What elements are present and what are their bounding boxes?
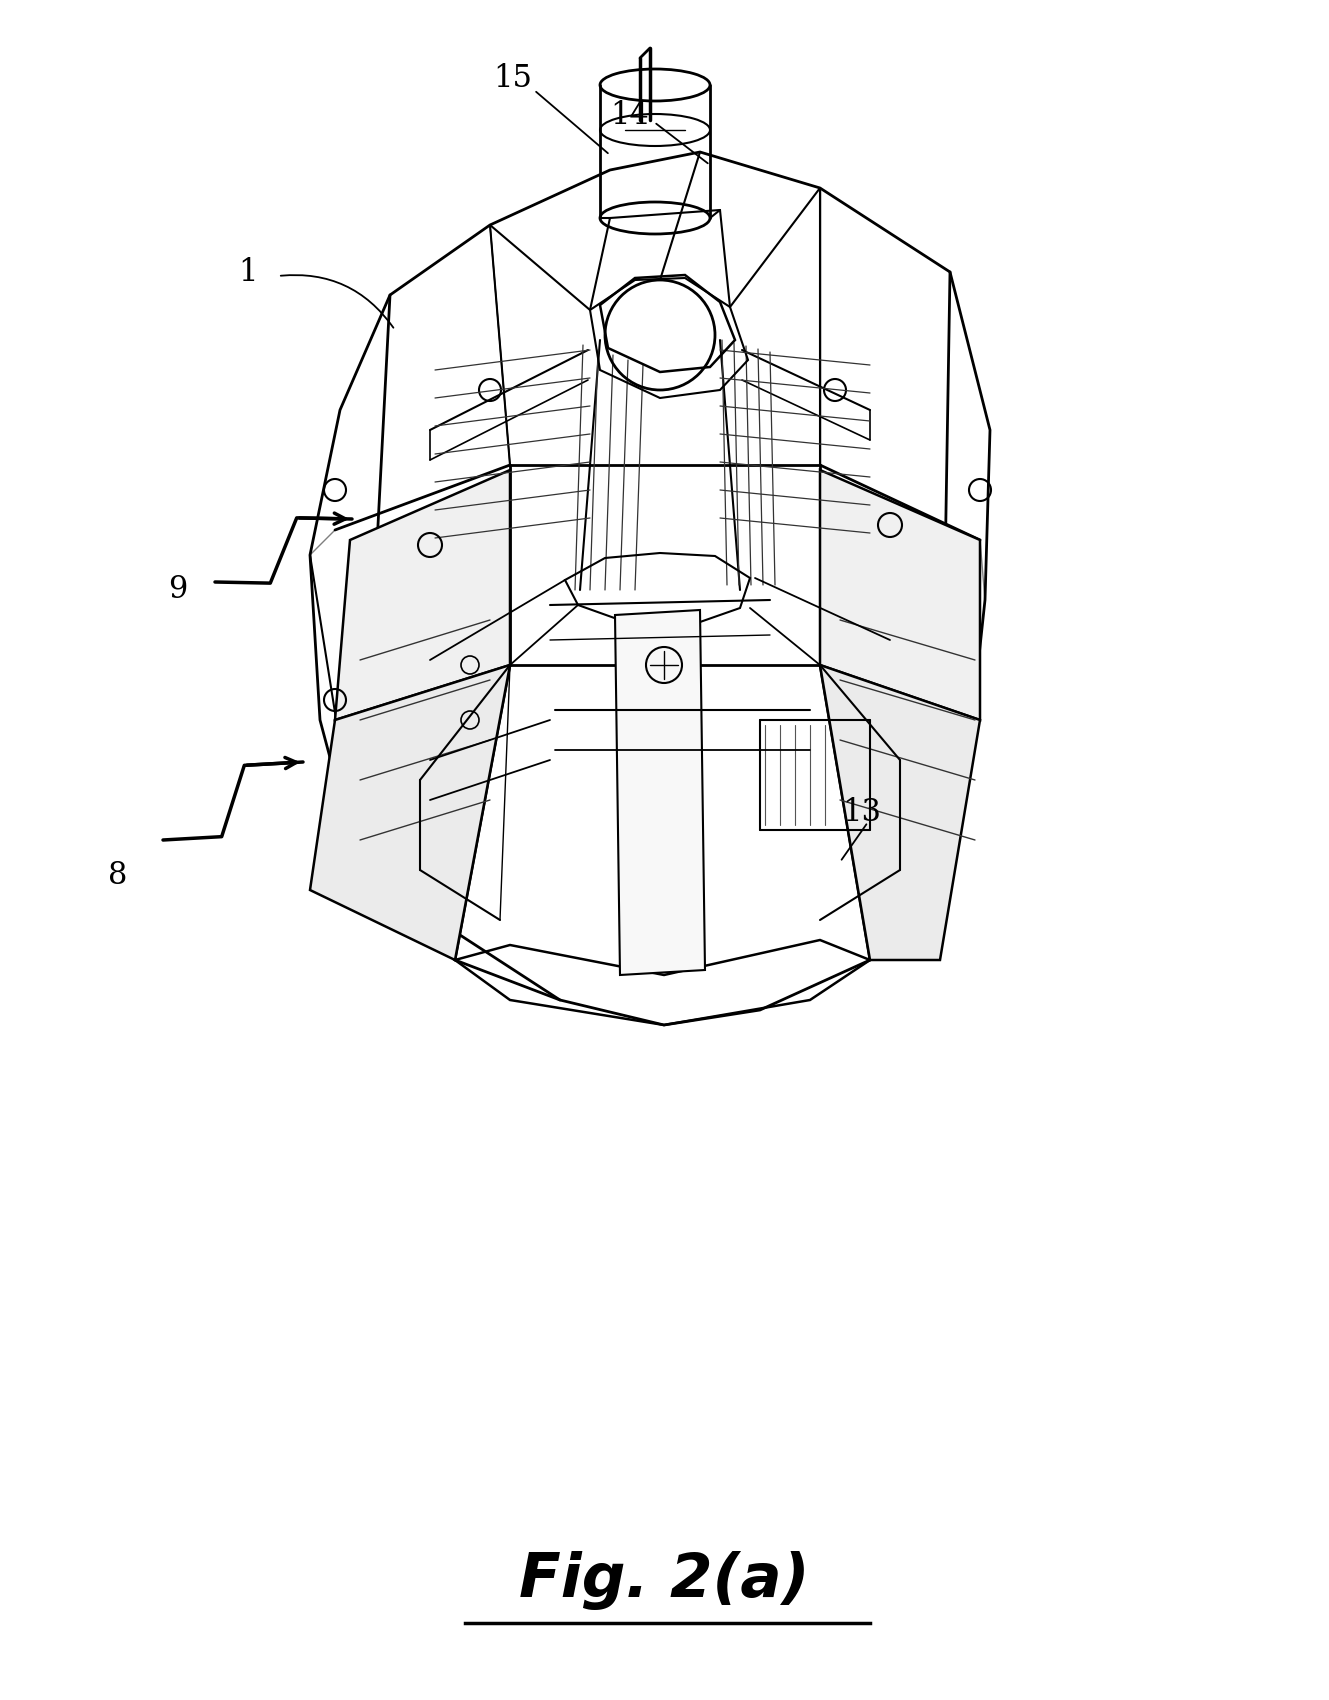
Polygon shape xyxy=(335,469,510,721)
Text: 8: 8 xyxy=(108,860,128,891)
Polygon shape xyxy=(310,665,510,960)
Polygon shape xyxy=(820,665,979,960)
Polygon shape xyxy=(820,469,979,721)
FancyArrowPatch shape xyxy=(280,275,393,328)
Text: 15: 15 xyxy=(493,63,533,94)
Text: 1: 1 xyxy=(238,257,258,287)
Text: Fig. 2(a): Fig. 2(a) xyxy=(518,1550,809,1610)
Polygon shape xyxy=(615,610,704,976)
Text: 14: 14 xyxy=(610,100,650,131)
Text: 9: 9 xyxy=(169,575,187,605)
Text: 13: 13 xyxy=(843,797,881,828)
